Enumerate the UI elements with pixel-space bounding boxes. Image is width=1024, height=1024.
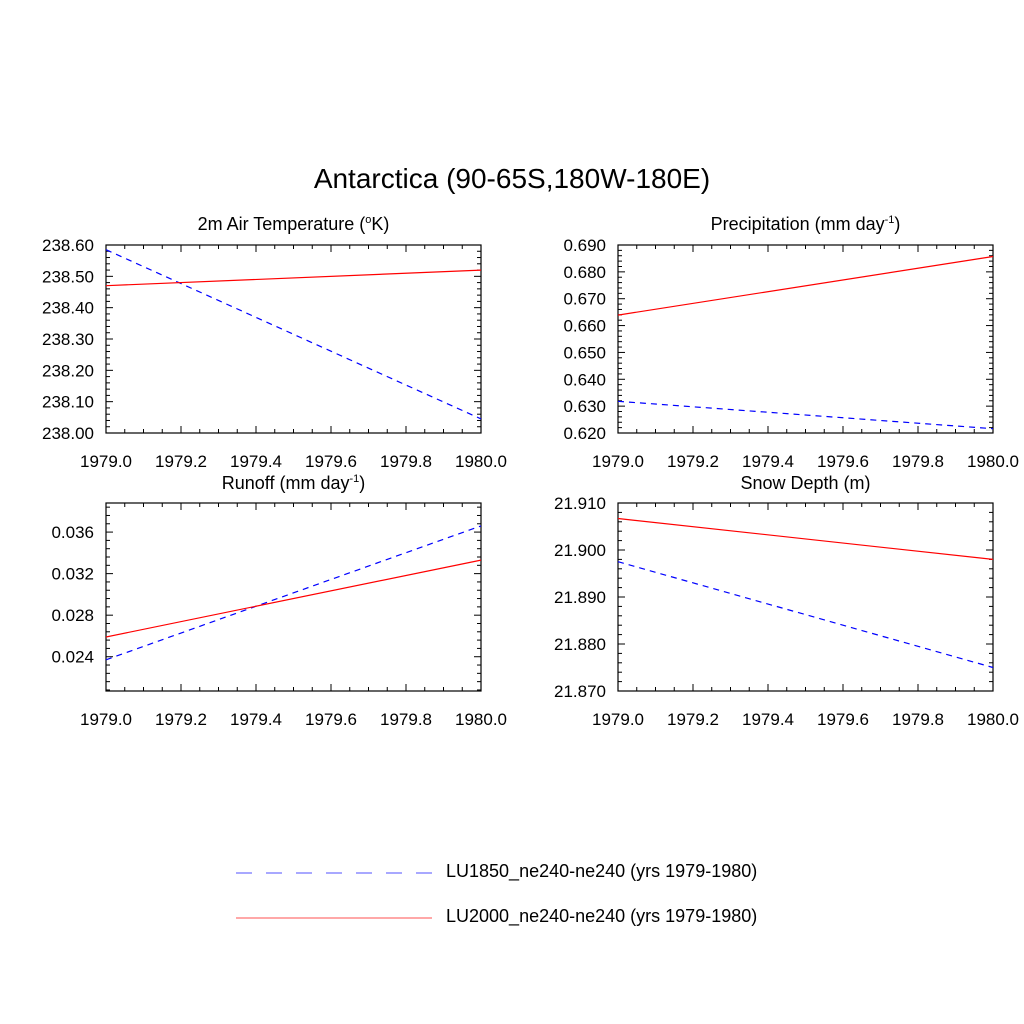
y-tick-label: 0.640: [563, 370, 606, 389]
y-tick-label: 21.870: [554, 682, 606, 701]
y-tick-label: 0.650: [563, 343, 606, 362]
panel-title-snow-depth: Snow Depth (m): [618, 473, 993, 494]
x-tick-label: 1979.4: [230, 710, 282, 729]
panel-title-text: Precipitation (mm day: [710, 214, 885, 234]
figure-title: Antarctica (90-65S,180W-180E): [313, 163, 711, 194]
y-tick-label: 238.40: [42, 299, 94, 318]
y-tick-label: 21.900: [554, 541, 606, 560]
panel-title-air-temperature: 2m Air Temperature (oK): [106, 214, 481, 235]
x-tick-label: 1979.4: [742, 452, 794, 471]
y-tick-label: 238.50: [42, 267, 94, 286]
panel-title-text: Runoff (mm day: [221, 473, 350, 493]
y-tick-label: 0.670: [563, 290, 606, 309]
x-tick-label: 1980.0: [455, 710, 507, 729]
x-tick-label: 1979.0: [80, 452, 132, 471]
panel-title-superscript: -1: [349, 473, 360, 485]
x-tick-label: 1979.6: [817, 452, 869, 471]
x-tick-label: 1979.2: [155, 452, 207, 471]
x-tick-label: 1979.2: [155, 710, 207, 729]
panel-title-tail: K): [371, 214, 390, 234]
x-tick-label: 1980.0: [967, 452, 1019, 471]
y-tick-label: 0.024: [51, 648, 94, 667]
panel-precipitation: 1979.0 1979.2 1979.4 1979.6 1979.8 1980.0 0.62…: [563, 236, 1019, 471]
x-tick-label: 1979.0: [80, 710, 132, 729]
panel-title-text: 2m Air Temperature (: [197, 214, 366, 234]
y-tick-label: 0.620: [563, 424, 606, 443]
plot-frame: [617, 502, 994, 692]
y-tick-label: 238.00: [42, 424, 94, 443]
x-tick-label: 1980.0: [967, 710, 1019, 729]
y-tick-label: 21.910: [554, 494, 606, 513]
panel-title-superscript: -1: [884, 214, 895, 226]
panel-title-runoff: Runoff (mm day-1): [106, 473, 481, 494]
y-tick-label: 238.20: [42, 361, 94, 380]
y-tick-label: 0.032: [51, 565, 94, 584]
series-line-lu1850: [105, 525, 482, 661]
x-tick-label: 1979.2: [667, 452, 719, 471]
series-line-lu2000: [105, 559, 482, 638]
panel-title-tail: ): [894, 214, 901, 234]
y-tick-label: 0.028: [51, 606, 94, 625]
series-line-lu1850: [617, 400, 994, 430]
y-tick-label: 0.680: [563, 263, 606, 282]
x-tick-label: 1979.6: [305, 710, 357, 729]
y-tick-label: 238.60: [42, 236, 94, 255]
series-line-lu1850: [105, 249, 482, 420]
x-tick-label: 1979.8: [380, 710, 432, 729]
y-tick-label: 0.690: [563, 236, 606, 255]
panel-title-precipitation: Precipitation (mm day-1): [618, 214, 993, 235]
y-tick-label: 0.036: [51, 523, 94, 542]
panel-air-temperature: 1979.0 1979.2 1979.4 1979.6 1979.8 1980.0 238.…: [42, 236, 507, 471]
x-tick-label: 1979.8: [892, 710, 944, 729]
x-tick-label: 1979.4: [742, 710, 794, 729]
x-tick-label: 1979.8: [380, 452, 432, 471]
legend-lines: [236, 872, 432, 919]
x-tick-label: 1979.2: [667, 710, 719, 729]
x-tick-label: 1979.0: [592, 710, 644, 729]
x-tick-label: 1979.6: [305, 452, 357, 471]
panel-runoff: 1979.0 1979.2 1979.4 1979.6 1979.8 1980.0 0.02…: [51, 502, 507, 729]
x-tick-label: 1979.8: [892, 452, 944, 471]
x-tick-label: 1980.0: [455, 452, 507, 471]
plot-frame: [105, 502, 482, 692]
plot-frame: [105, 244, 482, 434]
panel-title-superscript: o: [365, 214, 372, 226]
series-line-lu2000: [617, 517, 994, 560]
x-tick-label: 1979.6: [817, 710, 869, 729]
series-line-lu2000: [617, 255, 994, 316]
panel-snow-depth: 1979.0 1979.2 1979.4 1979.6 1979.8 1980.0 21.8…: [554, 494, 1019, 729]
x-tick-label: 1979.4: [230, 452, 282, 471]
x-tick-label: 1979.0: [592, 452, 644, 471]
plot-frame: [617, 244, 994, 434]
y-tick-label: 0.630: [563, 397, 606, 416]
series-line-lu2000: [105, 269, 482, 287]
series-line-lu1850: [617, 561, 994, 669]
panel-title-tail: ): [359, 473, 366, 493]
y-tick-label: 238.10: [42, 393, 94, 412]
y-tick-label: 21.890: [554, 588, 606, 607]
y-tick-label: 238.30: [42, 330, 94, 349]
y-tick-label: 21.880: [554, 635, 606, 654]
y-tick-label: 0.660: [563, 317, 606, 336]
panel-title-text: Snow Depth (m): [740, 473, 871, 493]
